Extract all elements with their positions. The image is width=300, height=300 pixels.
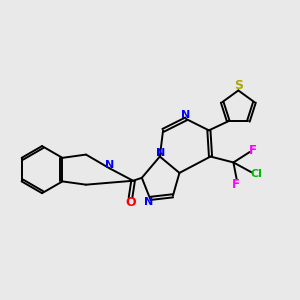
Text: O: O xyxy=(125,196,136,209)
Text: S: S xyxy=(234,80,243,92)
Text: N: N xyxy=(182,110,190,120)
Text: F: F xyxy=(232,178,240,190)
Text: N: N xyxy=(156,148,165,158)
Text: Cl: Cl xyxy=(251,169,262,179)
Text: F: F xyxy=(249,144,257,157)
Text: N: N xyxy=(144,197,153,207)
Text: N: N xyxy=(105,160,114,170)
